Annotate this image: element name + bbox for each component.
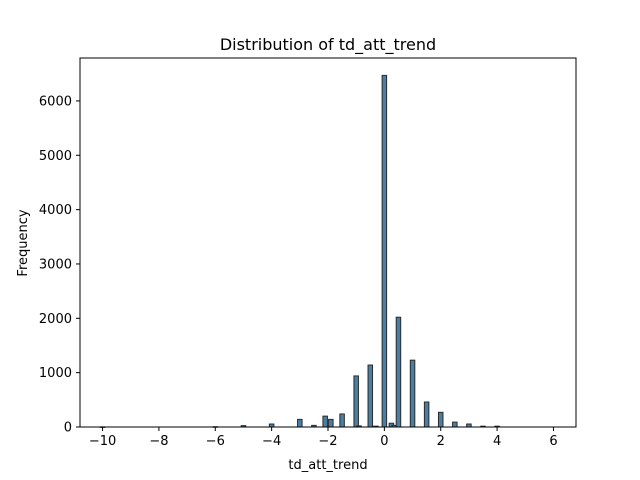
- histogram-bar: [339, 413, 345, 428]
- y-tick-label: 6000: [39, 94, 72, 109]
- x-tick-label: −6: [206, 434, 225, 449]
- histogram-bars: [99, 74, 500, 428]
- chart-title: Distribution of td_att_trend: [220, 35, 436, 55]
- histogram-bar: [437, 411, 444, 428]
- y-tick-label: 3000: [39, 257, 72, 272]
- y-axis-ticks: 0 1000 2000 3000 4000 5000 6000: [39, 94, 80, 436]
- histogram-bar: [409, 359, 416, 428]
- x-tick-label: −4: [262, 434, 281, 449]
- x-tick-label: −8: [149, 434, 168, 449]
- histogram-bar: [367, 364, 374, 428]
- y-tick-label: 4000: [39, 203, 72, 218]
- y-axis-label: Frequency: [16, 209, 31, 276]
- y-tick-label: 2000: [39, 312, 72, 327]
- histogram-bar: [328, 418, 334, 428]
- x-tick-label: −2: [318, 434, 337, 449]
- y-tick-label: 0: [64, 421, 72, 436]
- y-tick-label: 1000: [39, 366, 72, 381]
- histogram-bar: [395, 316, 402, 428]
- histogram-bar: [297, 418, 303, 428]
- x-tick-label: 0: [380, 434, 388, 449]
- x-axis-ticks: −10 −8 −6 −4 −2 0 2 4 6: [89, 427, 558, 449]
- histogram-bar: [322, 415, 328, 428]
- histogram-bar: [381, 74, 388, 428]
- x-tick-label: 4: [493, 434, 501, 449]
- histogram-bar: [452, 421, 458, 428]
- x-axis-label: td_att_trend: [288, 458, 367, 473]
- x-tick-label: 2: [437, 434, 445, 449]
- x-tick-label: 6: [549, 434, 557, 449]
- histogram-bar: [423, 401, 430, 428]
- y-tick-label: 5000: [39, 149, 72, 164]
- histogram-bar: [353, 375, 359, 428]
- x-tick-label: −10: [89, 434, 116, 449]
